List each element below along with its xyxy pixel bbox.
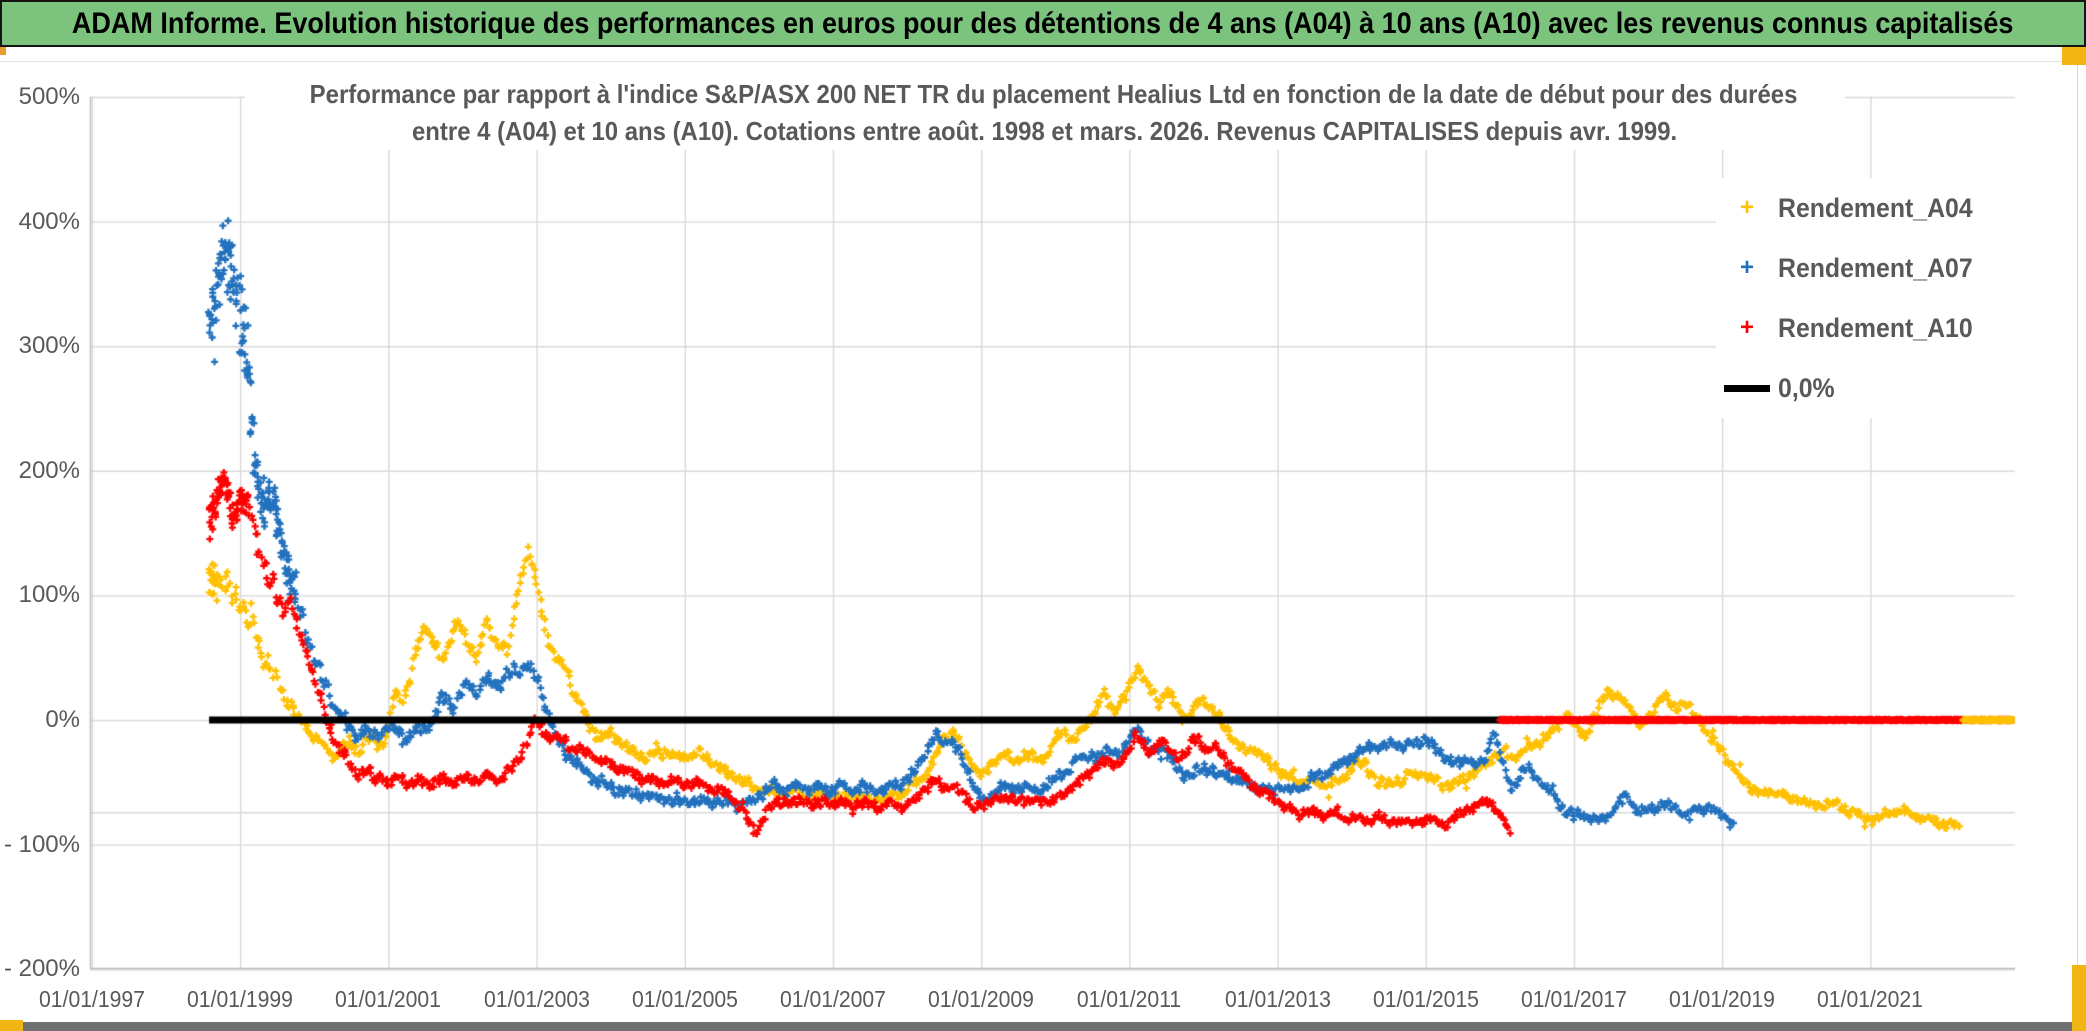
chart-title-line2: entre 4 (A04) et 10 ans (A10). Cotations…: [412, 116, 1678, 146]
x-tick-label: 01/01/2011: [1077, 986, 1182, 1012]
y-tick-label: 200%: [18, 456, 80, 484]
x-tick-label: 01/01/2017: [1521, 986, 1627, 1012]
accent-top-left-sliver: [0, 46, 6, 55]
header-title: ADAM Informe. Evolution historique des p…: [72, 6, 2014, 40]
chart-title: Performance par rapport à l'indice S&P/A…: [245, 76, 1845, 150]
legend-item-0-0-: 0,0%: [1716, 358, 2016, 418]
zero-line-sample-icon: [1724, 384, 1770, 392]
legend-item-rendement-a10: + Rendement_A10: [1716, 298, 2016, 358]
plus-icon: +: [1739, 254, 1754, 281]
x-tick-label: 01/01/1999: [187, 986, 294, 1012]
accent-bottom-left-square: [0, 1020, 23, 1031]
y-tick-label: 300%: [18, 332, 80, 360]
y-tick-label: 0%: [45, 706, 80, 733]
y-tick-label: 500%: [18, 83, 80, 110]
legend: + Rendement_A04 + Rendement_A07 + Rendement_A…: [1716, 178, 2016, 418]
x-tick-label: 01/01/2015: [1372, 986, 1479, 1012]
chart-frame-right-border: [2077, 62, 2078, 988]
accent-top-right-square: [2062, 46, 2086, 65]
x-tick-label: 01/01/2003: [483, 986, 590, 1012]
y-tick-label: - 100%: [3, 830, 80, 858]
x-tick-label: 01/01/2001: [335, 986, 442, 1012]
legend-label: Rendement_A10: [1778, 312, 1973, 343]
x-tick-label: 01/01/2009: [928, 986, 1035, 1012]
chart-title-line1: Performance par rapport à l'indice S&P/A…: [309, 79, 1798, 109]
legend-item-rendement-a04: + Rendement_A04: [1716, 178, 2016, 238]
legend-label: Rendement_A04: [1778, 192, 1973, 223]
y-tick-label: 400%: [18, 207, 80, 235]
x-tick-label: 01/01/2007: [780, 986, 886, 1012]
legend-item-rendement-a07: + Rendement_A07: [1716, 238, 2016, 298]
y-tick-label: - 200%: [3, 955, 80, 983]
legend-label: 0,0%: [1778, 372, 1835, 403]
x-tick-label: 01/01/2005: [631, 986, 738, 1012]
chart-frame-top-border: [0, 61, 2062, 62]
x-tick-label: 01/01/1997: [39, 986, 145, 1012]
x-tick-label: 01/01/2013: [1224, 986, 1331, 1012]
legend-label: Rendement_A07: [1778, 252, 1973, 283]
y-tick-label: 100%: [18, 581, 80, 609]
plus-icon: +: [1739, 194, 1754, 221]
x-tick-label: 01/01/2021: [1817, 986, 1924, 1012]
plus-icon: +: [1739, 314, 1754, 341]
bottom-status-bar: [23, 1022, 2072, 1031]
header-banner: ADAM Informe. Evolution historique des p…: [0, 0, 2086, 47]
accent-right-bar: [2072, 965, 2086, 1031]
x-tick-label: 01/01/2019: [1669, 986, 1776, 1012]
